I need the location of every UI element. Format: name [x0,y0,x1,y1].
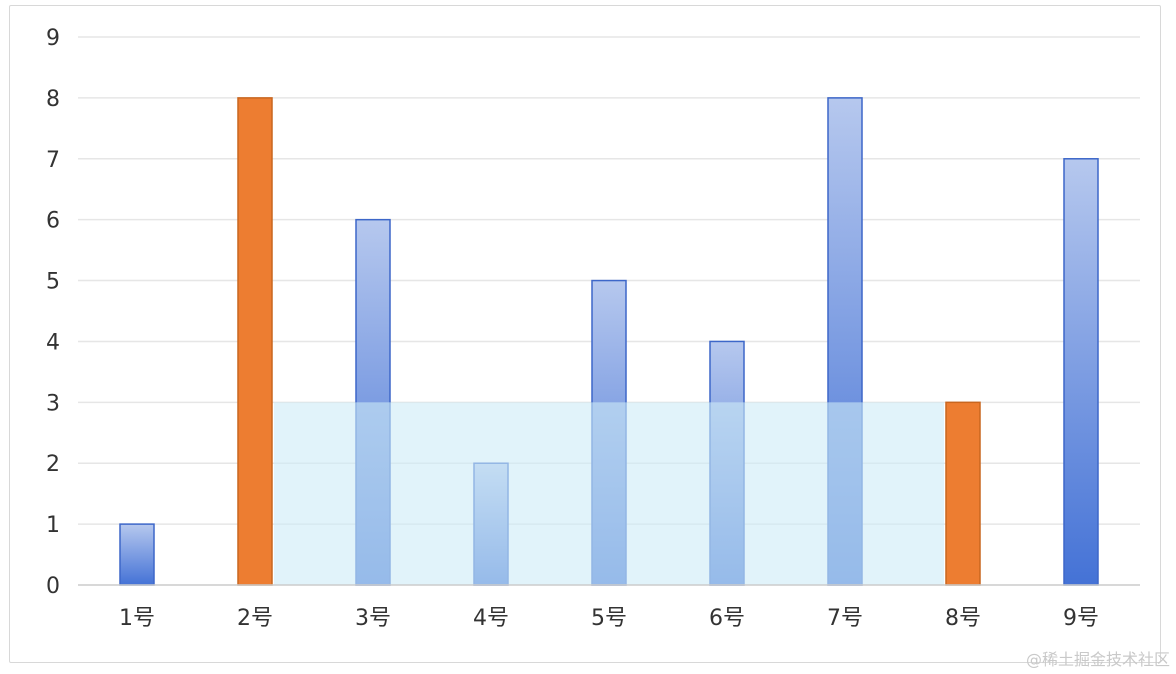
y-tick-label: 8 [46,87,60,112]
y-tick-label: 5 [46,270,60,295]
y-tick-label: 4 [46,330,60,355]
mark-area [274,402,944,585]
y-tick-label: 6 [46,209,60,234]
mark-area-rect [274,402,944,585]
y-tick-label: 3 [46,391,60,416]
x-tick-label: 4号 [473,606,509,631]
x-tick-label: 5号 [591,606,627,631]
y-tick-label: 9 [46,26,60,51]
bar-8号[interactable] [945,401,981,586]
y-tick-label: 1 [46,513,60,538]
x-tick-label: 3号 [355,606,391,631]
x-tick-label: 1号 [119,606,155,631]
x-tick-label: 9号 [1063,606,1099,631]
x-tick-label: 7号 [827,606,863,631]
bar-9号[interactable] [1063,158,1099,586]
y-tick-label: 7 [46,148,60,173]
x-tick-label: 2号 [237,606,273,631]
y-tick-label: 2 [46,452,60,477]
bar-2号[interactable] [237,97,273,586]
y-tick-label: 0 [46,574,60,599]
watermark: @稀土掘金技术社区 [1025,650,1170,669]
x-tick-label: 6号 [709,606,745,631]
axes: 0 1 2 3 4 5 6 7 8 9 1号 2号 3号 4号 5号 6号 7号 8号 9号 [46,26,1140,631]
bar-1号[interactable] [119,523,155,586]
x-tick-label: 8号 [945,606,981,631]
